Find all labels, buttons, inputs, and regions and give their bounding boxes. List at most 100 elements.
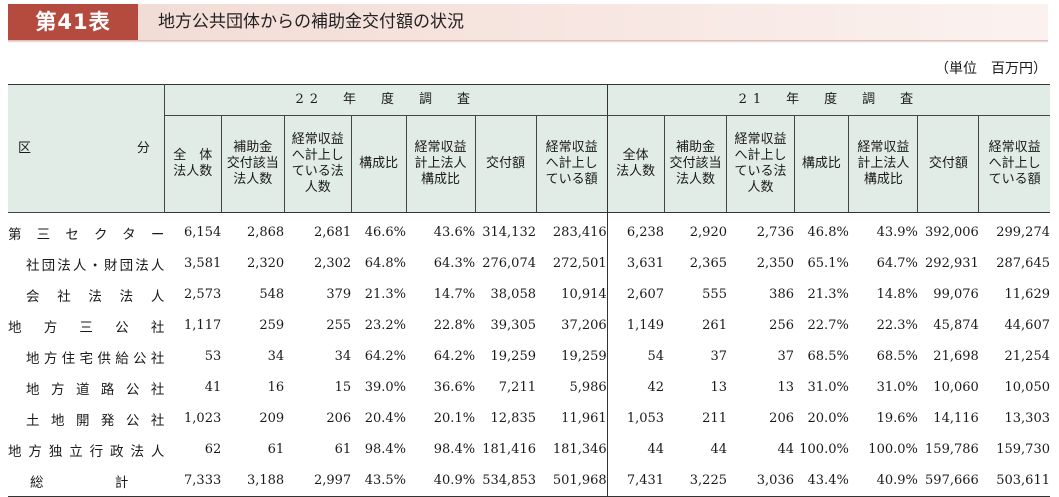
table-cell: 44,607 — [1004, 318, 1051, 333]
table-cell: 2,302 — [313, 256, 352, 271]
col-header-revenue-ratio-fy22: 経常収益 計上法人 構成比 — [405, 115, 476, 213]
table-cell: 21,698 — [933, 349, 979, 364]
table-cell: 19,259 — [490, 349, 537, 364]
table-cell: 379 — [326, 287, 352, 302]
table-cell: 1,053 — [606, 403, 665, 434]
table-cell: 99,076 — [933, 287, 979, 302]
table-cell: 31.0% — [876, 380, 918, 395]
table-cell: 1,149 — [606, 310, 665, 341]
col-header-recorded-amount-fy22: 経常収益 へ計上し ている額 — [535, 115, 608, 213]
table-cell: 40.9% — [876, 473, 918, 488]
table-cell: 61 — [267, 442, 285, 457]
table-cell: 11,629 — [1004, 287, 1051, 302]
table-cell: 13 — [710, 380, 727, 395]
table-cell: 16 — [267, 380, 285, 395]
table-cell: 15 — [334, 380, 352, 395]
table-cell: 386 — [769, 287, 794, 302]
table-cell: 256 — [769, 318, 794, 333]
table-cell: 2,736 — [756, 225, 794, 240]
table-row: 地方三公社 1,117 259 255 23.2% 22.8% 39,305 37,206 1,… — [8, 310, 1050, 341]
table-cell: 159,730 — [996, 442, 1050, 457]
table-cell: 43.4% — [807, 473, 849, 488]
row-label: 総計 — [30, 474, 129, 491]
table-cell: 64.8% — [364, 256, 407, 271]
table-cell: 45,874 — [933, 318, 979, 333]
table-cell: 22.8% — [433, 318, 476, 333]
table-cell: 68.5% — [807, 349, 849, 364]
table-cell: 21.3% — [364, 287, 407, 302]
table-cell: 37 — [710, 349, 727, 364]
corner-label-left: 区 — [18, 140, 32, 156]
table-cell: 44 — [777, 442, 794, 457]
table-cell: 64.2% — [433, 349, 476, 364]
row-label: 地方道路公社 — [26, 381, 165, 398]
table-cell: 299,274 — [996, 225, 1050, 240]
table-cell: 7,333 — [184, 473, 222, 488]
table-row: 社団法人・財団法人 3,581 2,320 2,302 64.8% 64.3% 276,07… — [8, 248, 1050, 279]
table-cell: 548 — [259, 287, 285, 302]
header-shadow — [8, 40, 1048, 43]
table-cell: 68.5% — [876, 349, 918, 364]
table-cell: 211 — [702, 411, 727, 426]
table-cell: 19.6% — [876, 411, 918, 426]
table-cell: 206 — [769, 411, 794, 426]
table-cell: 100.0% — [868, 442, 918, 457]
unit-label: （単位 百万円） — [935, 61, 1047, 77]
col-header-recorded-amount-fy21: 経常収益 へ計上し ている額 — [978, 115, 1050, 213]
table-cell: 98.4% — [364, 442, 407, 457]
col-header-ratio-fy21: 構成比 — [793, 115, 849, 213]
table-cell: 6,238 — [606, 212, 665, 248]
table-cell: 3,036 — [756, 473, 794, 488]
table-cell: 11,961 — [561, 411, 607, 426]
table-cell: 38,058 — [490, 287, 537, 302]
table-cell: 2,681 — [313, 225, 352, 240]
table-cell: 1,117 — [184, 318, 222, 333]
table-cell: 42 — [606, 372, 665, 403]
table-row: 第三セクター 6,154 2,868 2,681 46.6% 43.6% 314,132 28… — [8, 212, 1050, 248]
col-header-subsidy-recipients-fy22: 補助金 交付該当 法人数 — [220, 115, 285, 213]
table-cell: 64.7% — [876, 256, 918, 271]
col-header-subsidy-amount-fy21: 交付額 — [917, 115, 979, 213]
col-header-ratio-fy22: 構成比 — [350, 115, 407, 213]
corner-label-right: 分 — [136, 140, 150, 156]
table-cell: 392,006 — [925, 225, 979, 240]
table-cell: 40.9% — [433, 473, 476, 488]
table-cell: 54 — [606, 341, 665, 372]
col-header-subsidy-recipients-fy21: 補助金 交付該当 法人数 — [663, 115, 727, 213]
table-row: 地方道路公社 41 16 15 39.0% 36.6% 7,211 5,986 42 13 13 31… — [8, 372, 1050, 403]
table-cell: 41 — [204, 380, 222, 395]
table-cell: 10,060 — [933, 380, 979, 395]
group-header-fy22: 22 年 度 調 査 — [163, 84, 608, 116]
group-header-fy21: 21 年 度 調 査 — [606, 84, 1050, 116]
table-cell: 22.3% — [876, 318, 918, 333]
col-header-subsidy-amount-fy22: 交付額 — [474, 115, 536, 213]
table-cell: 3,581 — [184, 256, 222, 271]
table-cell: 2,920 — [689, 225, 727, 240]
table-cell: 292,931 — [925, 256, 979, 271]
table-cell: 534,853 — [482, 473, 536, 488]
table-cell: 21.3% — [807, 287, 849, 302]
table-cell: 255 — [326, 318, 352, 333]
table-cell: 555 — [702, 287, 727, 302]
table-cell: 13 — [777, 380, 794, 395]
col-header-recorded-as-revenue-count-fy21: 経常収益 へ計上し ている法 人数 — [726, 115, 794, 213]
table-cell: 2,573 — [184, 287, 222, 302]
table-cell: 39,305 — [490, 318, 537, 333]
table-cell: 21,254 — [1004, 349, 1051, 364]
table-cell: 19,259 — [561, 349, 607, 364]
row-label: 会社法法人 — [26, 288, 165, 305]
table-cell: 100.0% — [799, 442, 849, 457]
table-cell: 64.2% — [364, 349, 407, 364]
col-header-total-corporations-fy21: 全体 法人数 — [606, 115, 665, 213]
table-cell: 43.9% — [876, 225, 918, 240]
table-cell: 181,416 — [482, 442, 536, 457]
table-cell: 181,346 — [552, 442, 607, 457]
table-cell: 98.4% — [433, 442, 476, 457]
table-cell: 43.6% — [433, 225, 476, 240]
table-cell: 10,050 — [1004, 380, 1051, 395]
table-cell: 7,431 — [606, 465, 665, 497]
table-cell: 2,350 — [756, 256, 794, 271]
table-cell: 65.1% — [807, 256, 849, 271]
table-cell: 159,786 — [925, 442, 979, 457]
table-cell: 13,303 — [1004, 411, 1051, 426]
